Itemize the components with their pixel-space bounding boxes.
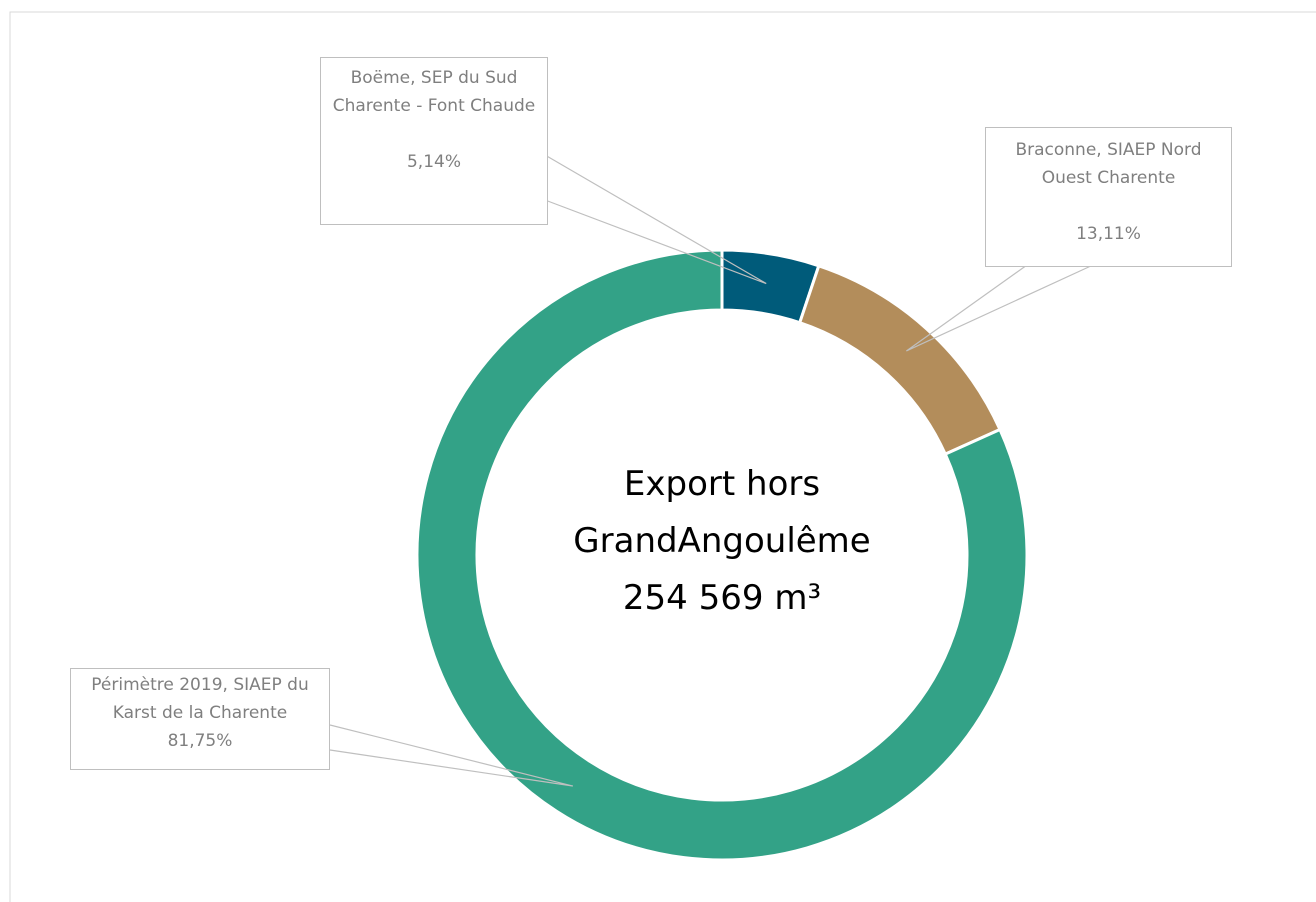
- chart-frame: [9, 11, 1316, 902]
- leader-line: [544, 154, 767, 285]
- center-text: Export hors: [624, 464, 820, 504]
- leader-line: [906, 264, 1094, 352]
- center-text: 254 569 m³: [623, 578, 821, 618]
- data-label: Boëme, SEP du Sud Charente - Font Chaude…: [320, 57, 548, 225]
- label-name: Braconne, SIAEP Nord Ouest Charente: [1015, 140, 1202, 188]
- label-name: Périmètre 2019, SIAEP du Karst de la Cha…: [91, 675, 309, 723]
- center-text: GrandAngoulême: [573, 521, 870, 561]
- label-name: Boëme, SEP du Sud Charente - Font Chaude: [332, 68, 536, 116]
- data-label: Périmètre 2019, SIAEP du Karst de la Cha…: [70, 668, 330, 770]
- label-value: 5,14%: [406, 152, 461, 172]
- label-value: 13,11%: [1076, 224, 1141, 244]
- donut-segment: [797, 263, 1002, 457]
- donut-segment: [415, 248, 1029, 862]
- label-value: 81,75%: [167, 731, 233, 751]
- leader-line: [329, 724, 573, 787]
- data-label: Braconne, SIAEP Nord Ouest Charente 13,1…: [985, 127, 1232, 267]
